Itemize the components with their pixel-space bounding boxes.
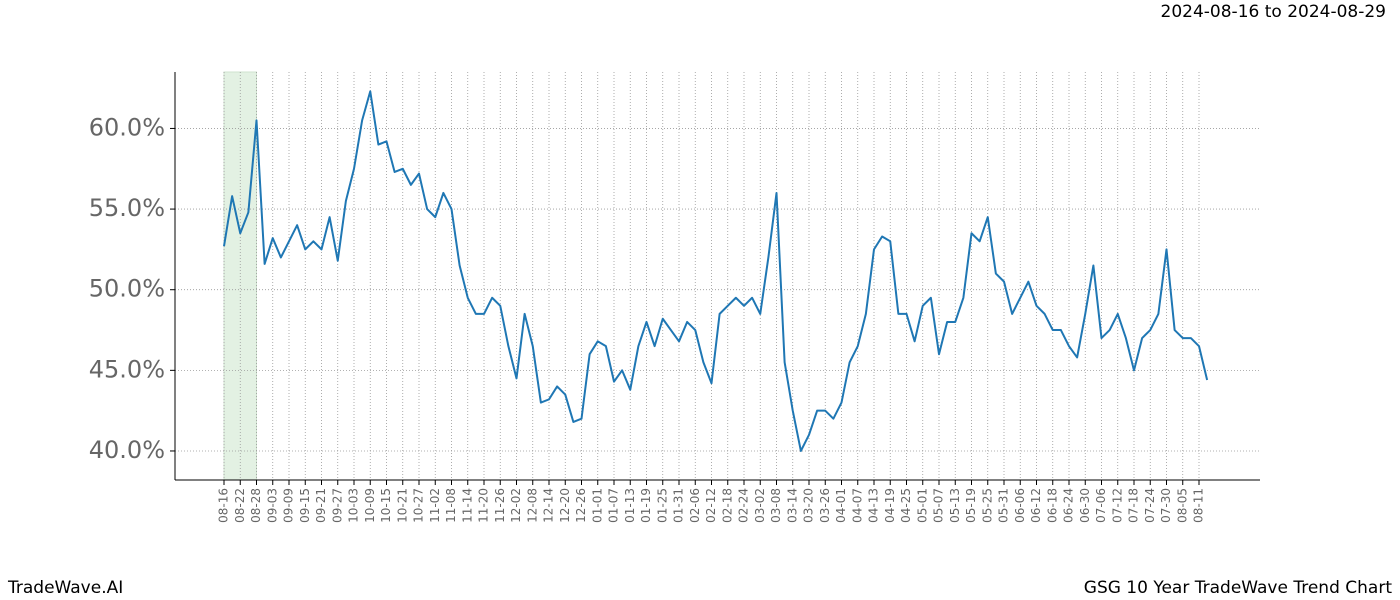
- x-tick-label: 11-02: [428, 488, 442, 523]
- x-tick-label: 01-01: [590, 488, 604, 523]
- x-tick-label: 09-21: [314, 488, 328, 523]
- x-tick-label: 03-08: [769, 488, 783, 523]
- line-series: [223, 90, 1209, 452]
- y-tick-label: 55.0%: [89, 194, 165, 222]
- x-tick-label: 05-31: [997, 488, 1011, 523]
- x-tick-label: 02-06: [688, 488, 702, 523]
- x-tick-label: 02-24: [737, 488, 751, 523]
- x-tick-label: 04-07: [850, 488, 864, 523]
- x-tick-label: 10-09: [363, 488, 377, 523]
- x-tick-label: 09-09: [282, 488, 296, 523]
- x-tick-label: 06-30: [1078, 488, 1092, 523]
- x-tick-label: 07-12: [1110, 488, 1124, 523]
- x-tick-label: 10-21: [395, 488, 409, 523]
- x-tick-label: 02-18: [720, 488, 734, 523]
- x-tick-label: 11-20: [477, 488, 491, 523]
- x-tick-label: 06-24: [1062, 488, 1076, 523]
- x-tick-label: 07-06: [1094, 488, 1108, 523]
- x-tick-label: 04-25: [899, 488, 913, 523]
- x-tick-label: 03-20: [802, 488, 816, 523]
- x-tick-label: 11-26: [493, 488, 507, 523]
- x-tick-label: 01-13: [623, 488, 637, 523]
- x-tick-label: 04-01: [834, 488, 848, 523]
- x-tick-label: 11-14: [460, 488, 474, 523]
- x-tick-label: 11-08: [444, 488, 458, 523]
- x-tick-label: 12-02: [509, 488, 523, 523]
- x-tick-label: 07-24: [1143, 488, 1157, 523]
- x-tick-label: 05-25: [980, 488, 994, 523]
- chart-title: GSG 10 Year TradeWave Trend Chart: [1084, 578, 1393, 598]
- x-tick-label: 06-12: [1029, 488, 1043, 523]
- x-tick-label: 08-16: [217, 488, 231, 523]
- x-tick-label: 05-19: [964, 488, 978, 523]
- x-tick-label: 06-18: [1045, 488, 1059, 523]
- x-tick-label: 09-15: [298, 488, 312, 523]
- x-tick-label: 07-18: [1127, 488, 1141, 523]
- x-tick-label: 01-31: [672, 488, 686, 523]
- date-range: 2024-08-16 to 2024-08-29: [1161, 2, 1386, 22]
- x-tick-label: 12-26: [574, 488, 588, 523]
- x-tick-label: 03-26: [818, 488, 832, 523]
- x-tick-label: 04-13: [867, 488, 881, 523]
- x-tick-label: 03-14: [785, 488, 799, 523]
- x-tick-label: 01-25: [655, 488, 669, 523]
- x-tick-label: 06-06: [1013, 488, 1027, 523]
- x-tick-label: 08-28: [249, 488, 263, 523]
- x-tick-label: 09-27: [330, 488, 344, 523]
- x-tick-label: 10-03: [347, 488, 361, 523]
- x-tick-label: 08-11: [1192, 488, 1206, 523]
- x-tick-label: 12-14: [542, 488, 556, 523]
- x-tick-label: 01-07: [607, 488, 621, 523]
- x-tick-label: 04-19: [883, 488, 897, 523]
- x-tick-label: 05-13: [948, 488, 962, 523]
- x-tick-label: 09-03: [265, 488, 279, 523]
- x-tick-label: 03-02: [753, 488, 767, 523]
- x-tick-label: 02-12: [704, 488, 718, 523]
- y-tick-label: 50.0%: [89, 275, 165, 303]
- x-tick-label: 05-01: [915, 488, 929, 523]
- x-tick-label: 12-08: [525, 488, 539, 523]
- y-tick-label: 45.0%: [89, 355, 165, 383]
- x-tick-label: 07-30: [1159, 488, 1173, 523]
- x-tick-label: 10-27: [412, 488, 426, 523]
- x-tick-label: 12-20: [558, 488, 572, 523]
- x-tick-label: 08-05: [1175, 488, 1189, 523]
- x-tick-label: 01-19: [639, 488, 653, 523]
- brand: TradeWave.AI: [7, 578, 123, 598]
- x-tick-label: 05-07: [932, 488, 946, 523]
- x-tick-label: 08-22: [233, 488, 247, 523]
- y-tick-label: 40.0%: [89, 436, 165, 464]
- y-tick-label: 60.0%: [89, 113, 165, 141]
- x-tick-label: 10-15: [379, 488, 393, 523]
